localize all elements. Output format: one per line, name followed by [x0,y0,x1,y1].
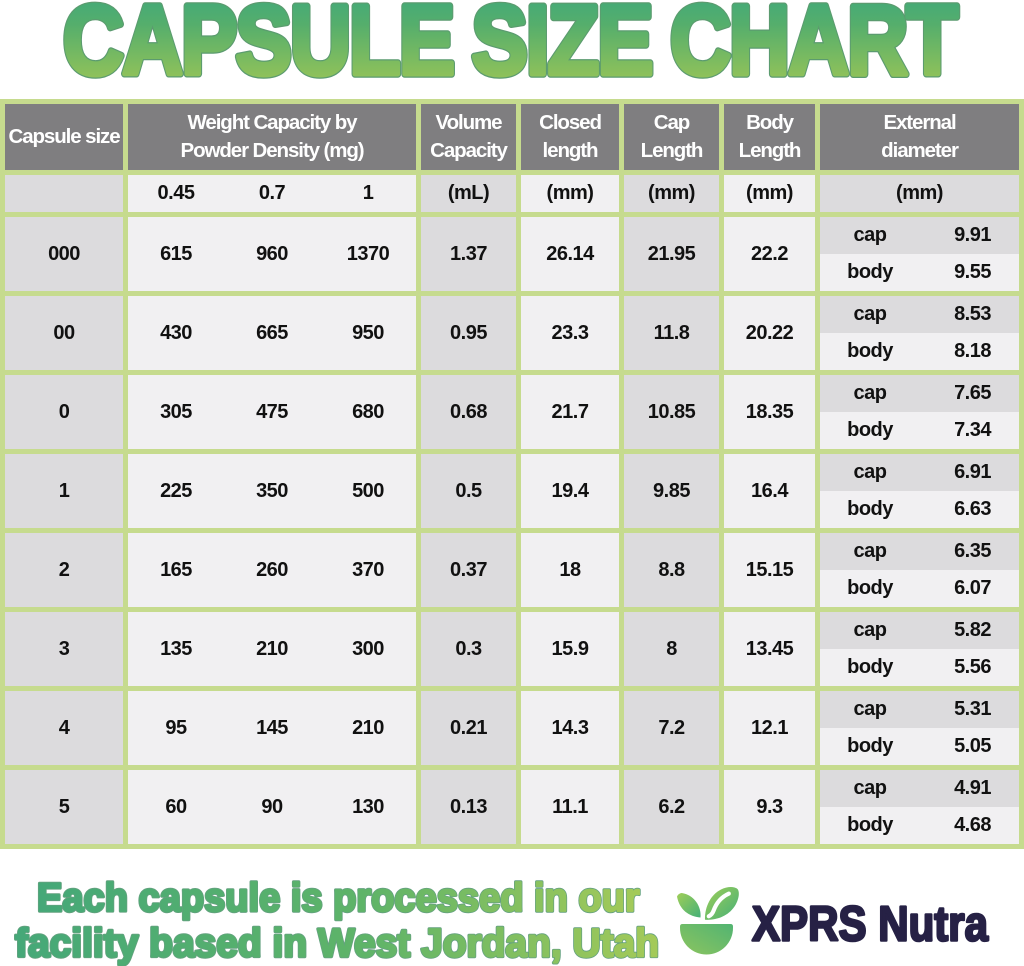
svg-text:CAPSULE SIZE CHART: CAPSULE SIZE CHART [63,0,957,92]
svg-text:Each capsule is processed in o: Each capsule is processed in our [37,876,640,920]
svg-text:facility based in West Jordan,: facility based in West Jordan, Utah [15,921,659,966]
svg-text:facility based in West Jordan,: facility based in West Jordan, Utah [15,921,659,966]
svg-text:Each capsule is processed in o: Each capsule is processed in our [37,876,640,920]
svg-text:XPRS Nutra: XPRS Nutra [752,897,989,952]
svg-text:CAPSULE SIZE CHART: CAPSULE SIZE CHART [63,0,957,92]
